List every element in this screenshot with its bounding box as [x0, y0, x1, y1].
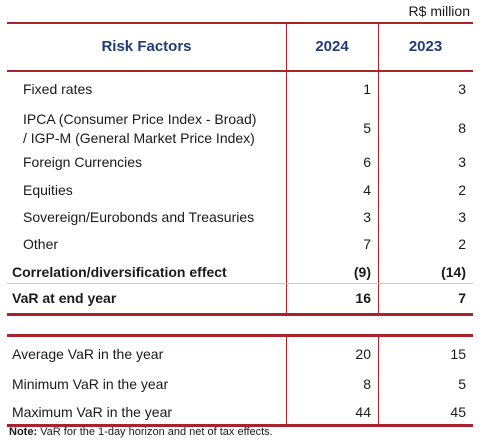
row-label-line2: / IGP-M (General Market Price Index): [23, 130, 255, 146]
stat-value-2024: 44: [355, 404, 371, 420]
row-value-2023: 8: [458, 120, 466, 136]
header-risk-factors: Risk Factors: [101, 38, 192, 55]
stat-value-2023: 15: [450, 346, 466, 362]
footnote-text: VaR for the 1-day horizon and net of tax…: [37, 426, 273, 438]
header-2024: 2024: [315, 38, 349, 55]
var-end-value-2024: 16: [355, 290, 371, 306]
row-value-2024: 3: [363, 209, 371, 225]
row-label: Equities: [23, 182, 73, 198]
row-value-2024: 1: [363, 81, 371, 97]
row-label: Sovereign/Eurobonds and Treasuries: [23, 209, 255, 225]
correlation-value-2024: (9): [353, 264, 371, 280]
stat-value-2024: 8: [363, 376, 371, 392]
stat-label: Average VaR in the year: [12, 346, 164, 362]
row-value-2024: 5: [363, 120, 371, 136]
stat-label: Maximum VaR in the year: [12, 404, 173, 420]
header-divider: [7, 70, 473, 72]
row-divider: [7, 283, 473, 284]
row-value-2024: 7: [363, 236, 371, 252]
risk-factors-table: Risk Factors 2024 2023 Fixed rates 1 3 I…: [7, 22, 473, 316]
var-end-value-2023: 7: [458, 290, 466, 306]
stat-value-2023: 5: [458, 376, 466, 392]
column-divider: [378, 337, 379, 424]
stat-label: Minimum VaR in the year: [12, 376, 169, 392]
column-divider: [286, 24, 287, 313]
row-value-2023: 3: [458, 154, 466, 170]
var-stats-table: Average VaR in the year 20 15 Minimum Va…: [7, 334, 473, 427]
stat-value-2024: 20: [355, 346, 371, 362]
unit-label: R$ million: [408, 3, 470, 19]
correlation-value-2023: (14): [441, 264, 466, 280]
row-value-2023: 3: [458, 81, 466, 97]
header-2023: 2023: [408, 38, 443, 55]
footnote-prefix: Note:: [9, 426, 38, 438]
row-value-2023: 3: [458, 209, 466, 225]
row-label-line1: IPCA (Consumer Price Index - Broad): [23, 111, 257, 127]
correlation-label: Correlation/diversification effect: [12, 264, 227, 280]
column-divider: [378, 24, 379, 313]
row-label: Fixed rates: [23, 81, 93, 97]
footnote: Note: VaR for the 1-day horizon and net …: [9, 426, 273, 438]
row-value-2023: 2: [458, 182, 466, 198]
stat-value-2023: 45: [450, 404, 466, 420]
row-value-2024: 4: [363, 182, 371, 198]
column-divider: [286, 337, 287, 424]
row-value-2023: 2: [458, 236, 466, 252]
var-end-label: VaR at end year: [12, 290, 117, 306]
row-label: Other: [23, 236, 59, 252]
row-value-2024: 6: [363, 154, 371, 170]
row-label: Foreign Currencies: [23, 154, 143, 170]
